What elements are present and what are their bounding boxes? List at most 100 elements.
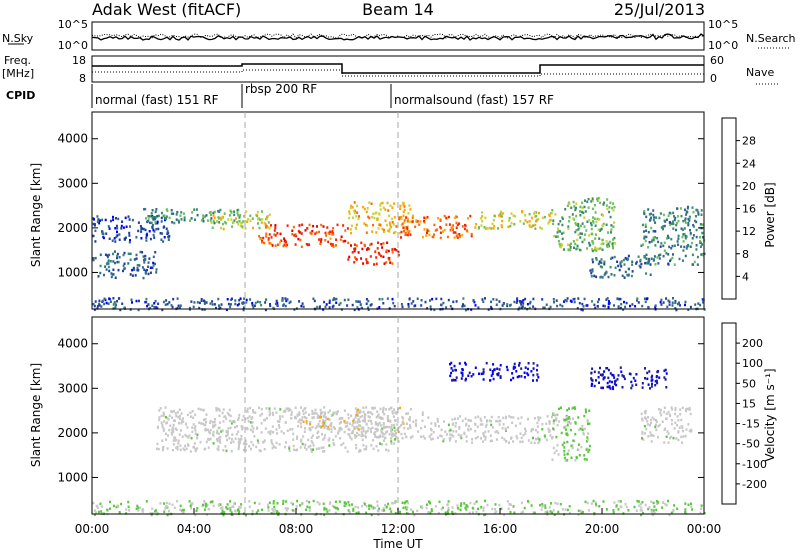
heatmap-cell xyxy=(607,242,610,246)
heatmap-cell xyxy=(185,447,188,450)
heatmap-cell xyxy=(632,376,635,380)
heatmap-cell xyxy=(492,298,495,301)
heatmap-cell xyxy=(259,449,262,453)
heatmap-cell xyxy=(520,300,523,303)
heatmap-cell xyxy=(222,420,225,423)
heatmap-cell xyxy=(465,508,468,511)
colorbar-tick-label: 24 xyxy=(742,157,756,170)
heatmap-cell xyxy=(116,227,119,230)
heatmap-cell xyxy=(147,265,149,268)
heatmap-cell xyxy=(328,301,331,304)
heatmap-cell xyxy=(158,416,161,419)
heatmap-cell xyxy=(374,506,377,510)
heatmap-cell xyxy=(365,406,368,409)
heatmap-cell xyxy=(486,227,489,230)
heatmap-cell xyxy=(439,218,442,221)
heatmap-cell xyxy=(670,435,673,439)
heatmap-cell xyxy=(386,415,389,418)
heatmap-cell xyxy=(376,247,379,250)
heatmap-cell xyxy=(680,214,683,218)
heatmap-cell xyxy=(292,225,295,229)
heatmap-cell xyxy=(461,374,464,377)
heatmap-cell xyxy=(587,432,590,435)
heatmap-cell xyxy=(513,223,516,226)
heatmap-cell xyxy=(449,362,451,366)
heatmap-cell xyxy=(586,304,589,307)
heatmap-cell xyxy=(569,428,572,432)
heatmap-cell xyxy=(544,506,547,509)
heatmap-cell xyxy=(370,202,373,205)
heatmap-cell xyxy=(154,262,156,266)
heatmap-cell xyxy=(578,443,580,446)
heatmap-cell xyxy=(523,506,526,510)
heatmap-cell xyxy=(697,213,700,216)
heatmap-cell xyxy=(378,253,381,256)
heatmap-cell xyxy=(323,506,326,510)
heatmap-cell xyxy=(687,244,690,248)
heatmap-cell xyxy=(217,448,220,452)
heatmap-cell xyxy=(581,302,584,306)
heatmap-cell xyxy=(700,253,703,256)
heatmap-cell xyxy=(360,430,363,434)
heatmap-cell xyxy=(112,218,115,222)
heatmap-cell xyxy=(487,430,490,433)
heatmap-cell xyxy=(238,220,241,223)
heatmap-cell xyxy=(348,503,351,507)
heatmap-cell xyxy=(392,432,395,436)
heatmap-cell xyxy=(338,422,341,425)
heatmap-cell xyxy=(164,507,167,510)
heatmap-cell xyxy=(227,218,230,221)
heatmap-cell xyxy=(355,223,358,227)
heatmap-cell xyxy=(180,422,183,425)
heatmap-cell xyxy=(613,205,616,209)
heatmap-cell xyxy=(644,239,647,243)
heatmap-cell xyxy=(589,243,592,247)
heatmap-cell xyxy=(322,419,325,422)
heatmap-cell xyxy=(108,297,111,301)
heatmap-cell xyxy=(111,239,114,242)
heatmap-cell xyxy=(153,230,156,233)
heatmap-cell xyxy=(648,370,651,373)
heatmap-cell xyxy=(401,222,404,225)
heatmap-cell xyxy=(423,425,426,428)
heatmap-cell xyxy=(362,427,365,430)
heatmap-cell xyxy=(352,507,355,511)
heatmap-cell xyxy=(641,382,644,385)
heatmap-cell xyxy=(444,511,447,514)
heatmap-cell xyxy=(273,510,275,514)
heatmap-cell xyxy=(465,424,468,427)
heatmap-cell xyxy=(231,433,234,436)
heatmap-cell xyxy=(542,306,545,309)
heatmap-cell xyxy=(458,233,461,236)
heatmap-cell xyxy=(655,375,658,378)
heatmap-cell xyxy=(211,226,214,229)
heatmap-cell xyxy=(574,206,577,210)
heatmap-cell xyxy=(311,229,314,233)
heatmap-cell xyxy=(238,443,240,447)
heatmap-cell xyxy=(699,245,702,248)
heatmap-cell xyxy=(347,509,350,512)
heatmap-cell xyxy=(300,440,303,443)
heatmap-cell xyxy=(636,299,638,302)
heatmap-cell xyxy=(190,506,192,510)
heatmap-cell xyxy=(139,250,142,254)
heatmap-cell xyxy=(271,431,274,434)
heatmap-cell xyxy=(494,430,497,434)
heatmap-cell xyxy=(335,244,337,247)
heatmap-cell xyxy=(293,308,296,311)
heatmap-cell xyxy=(451,418,454,421)
heatmap-cell xyxy=(607,302,610,306)
heatmap-cell xyxy=(205,214,208,217)
heatmap-cell xyxy=(677,219,680,223)
heatmap-cell xyxy=(512,416,515,419)
heatmap-cell xyxy=(617,264,620,268)
heatmap-cell xyxy=(528,306,531,310)
heatmap-cell xyxy=(222,449,225,452)
heatmap-cell xyxy=(384,503,386,507)
heatmap-cell xyxy=(252,443,255,447)
heatmap-cell xyxy=(131,268,134,272)
heatmap-cell xyxy=(198,301,201,305)
heatmap-cell xyxy=(168,234,171,238)
heatmap-cell xyxy=(143,258,145,262)
heatmap-cell xyxy=(633,505,636,509)
